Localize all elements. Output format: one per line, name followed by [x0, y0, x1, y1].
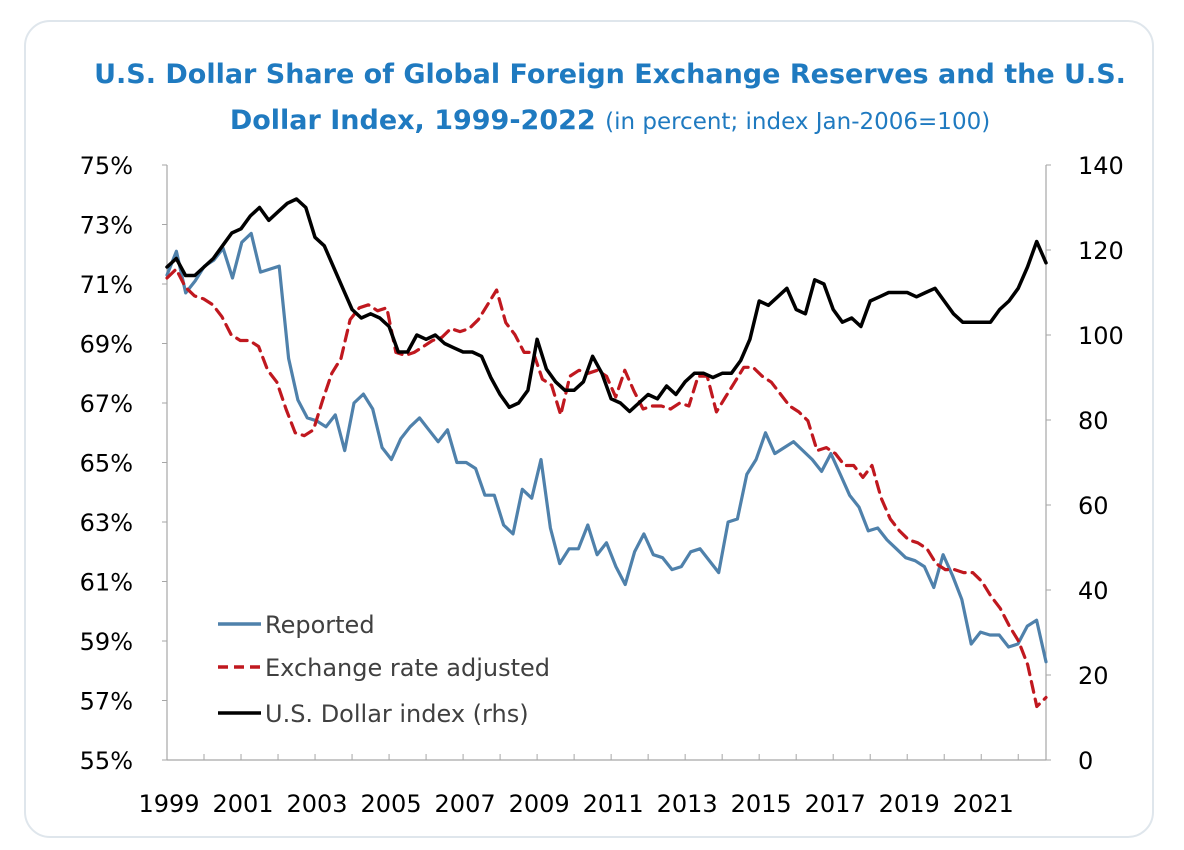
- y-tick-label-left: 71%: [80, 271, 133, 299]
- x-tick-label: 2013: [657, 790, 718, 818]
- chart-card: [24, 20, 1154, 838]
- series-line-reported: [165, 231, 1048, 664]
- legend-label: Reported: [265, 611, 375, 639]
- y-tick-label-left: 65%: [80, 450, 133, 478]
- y-tick-label-left: 67%: [80, 390, 133, 418]
- x-tick-label: 2005: [361, 790, 422, 818]
- legend-label: U.S. Dollar index (rhs): [265, 700, 529, 728]
- x-tick-label: 2003: [287, 790, 348, 818]
- y-tick-label-left: 57%: [80, 688, 133, 716]
- y-tick-label-right: 80: [1078, 407, 1109, 435]
- x-tick-label: 2009: [509, 790, 570, 818]
- chart-title-line-1: U.S. Dollar Share of Global Foreign Exch…: [94, 59, 1126, 90]
- y-tick-label-right: 100: [1078, 322, 1124, 350]
- y-tick-label-right: 0: [1078, 747, 1093, 775]
- y-tick-label-left: 75%: [80, 152, 133, 180]
- chart-title-line-2: Dollar Index, 1999-2022 (in percent; ind…: [60, 98, 1160, 145]
- y-tick-label-left: 73%: [80, 212, 133, 240]
- x-tick-label: 2015: [731, 790, 792, 818]
- chart-title-line-2-main: Dollar Index, 1999-2022: [229, 105, 596, 136]
- y-tick-label-left: 63%: [80, 509, 133, 537]
- y-tick-label-right: 60: [1078, 492, 1109, 520]
- x-tick-label: 2017: [805, 790, 866, 818]
- y-tick-label-left: 59%: [80, 628, 133, 656]
- x-tick-label: 2001: [212, 790, 273, 818]
- y-tick-label-right: 40: [1078, 577, 1109, 605]
- chart-subtitle: (in percent; index Jan-2006=100): [605, 109, 991, 135]
- series-line-u-s-dollar-index-rhs: [165, 197, 1048, 414]
- chart-title: U.S. Dollar Share of Global Foreign Exch…: [60, 52, 1160, 145]
- y-tick-label-right: 140: [1078, 152, 1124, 180]
- y-tick-label-right: 20: [1078, 662, 1109, 690]
- series-line-exchange-rate-adjusted: [165, 267, 1048, 709]
- x-tick-label: 2007: [435, 790, 496, 818]
- y-tick-label-left: 55%: [80, 747, 133, 775]
- x-tick-label: 2019: [879, 790, 940, 818]
- legend-label: Exchange rate adjusted: [265, 654, 550, 682]
- x-tick-label: 1999: [138, 790, 199, 818]
- y-tick-label-left: 61%: [80, 569, 133, 597]
- x-tick-label: 2021: [953, 790, 1014, 818]
- y-tick-label-right: 120: [1078, 237, 1124, 265]
- y-tick-label-left: 69%: [80, 331, 133, 359]
- x-tick-label: 2011: [583, 790, 644, 818]
